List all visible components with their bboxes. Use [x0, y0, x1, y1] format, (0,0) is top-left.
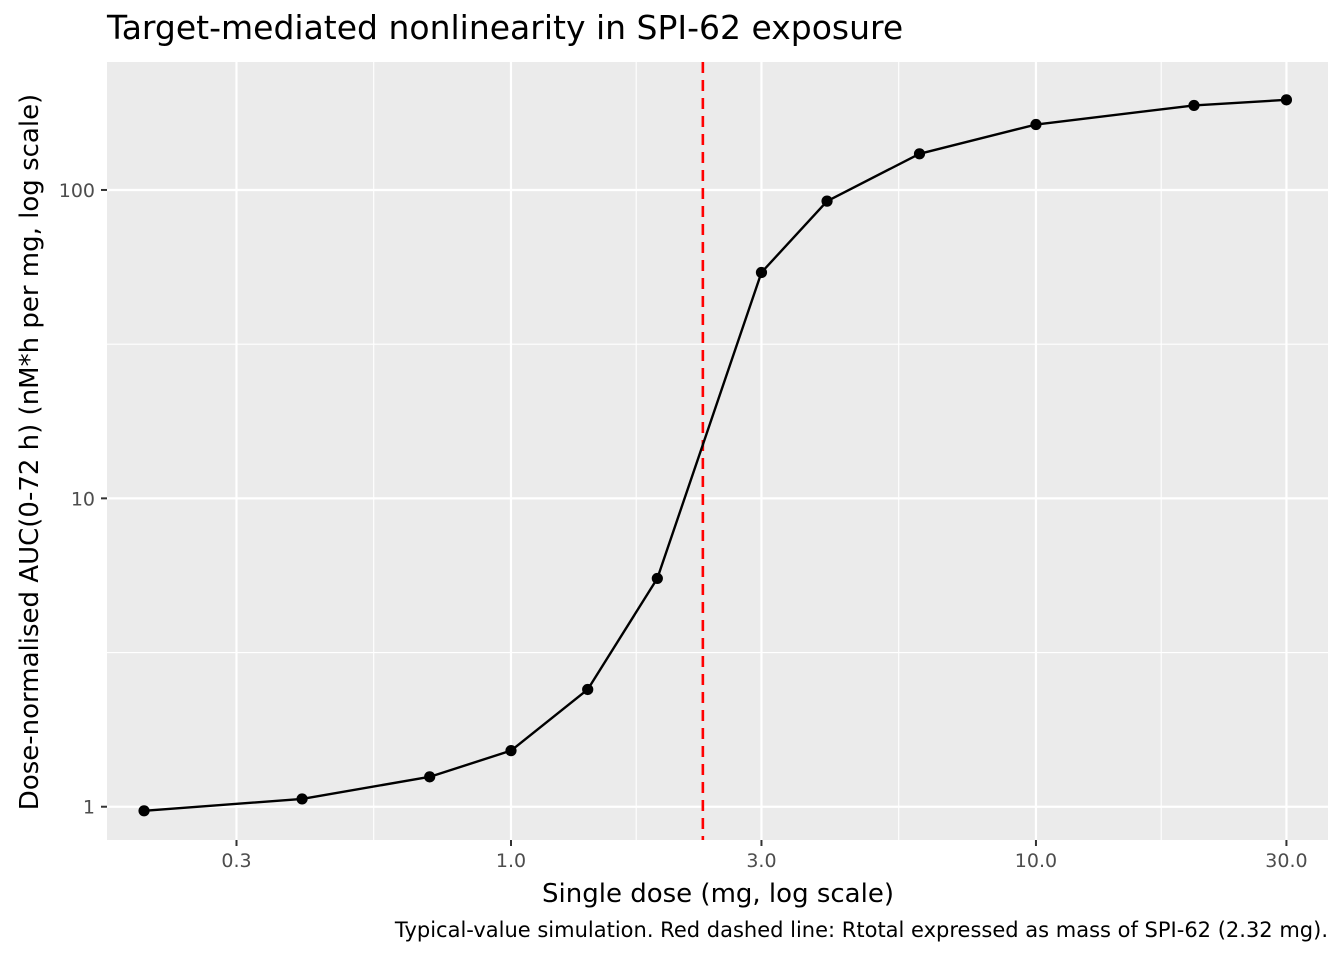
data-point — [1030, 118, 1042, 131]
plot-panel — [107, 62, 1328, 840]
major-gridlines — [107, 62, 1328, 840]
series-line — [143, 98, 1287, 812]
x-tick-label: 3.0 — [746, 850, 776, 872]
y-tick-label: 100 — [59, 180, 95, 202]
data-point — [821, 195, 833, 207]
data-point — [1188, 99, 1200, 112]
minor-gridlines — [107, 62, 1328, 840]
y-tick-label: 1 — [83, 797, 95, 819]
series-layer — [143, 98, 1287, 812]
x-tick-label: 1.0 — [496, 850, 526, 872]
data-point — [1280, 94, 1293, 106]
x-axis-title: Single dose (mg, log scale) — [542, 879, 894, 909]
data-point — [913, 148, 926, 160]
data-point — [424, 771, 436, 783]
y-tick-label: 10 — [71, 488, 95, 510]
x-axis: 0.3 1.0 3.0 10.0 30.0 — [221, 840, 1308, 872]
y-axis: 1 10 100 — [59, 180, 107, 819]
data-point — [296, 793, 308, 805]
data-point — [582, 683, 594, 696]
points-layer — [138, 94, 1293, 817]
x-tick-label: 0.3 — [221, 850, 251, 872]
data-point — [755, 266, 768, 279]
y-axis-title: Dose-normalised AUC(0-72 h) (nM*h per mg… — [15, 94, 45, 810]
x-tick-label: 10.0 — [1015, 850, 1057, 872]
data-point — [505, 745, 517, 757]
data-point — [651, 572, 663, 585]
chart-title: Target-mediated nonlinearity in SPI-62 e… — [107, 8, 904, 47]
x-tick-label: 30.0 — [1265, 850, 1307, 872]
data-point — [138, 805, 150, 817]
chart-caption: Typical-value simulation. Red dashed lin… — [394, 918, 1328, 942]
